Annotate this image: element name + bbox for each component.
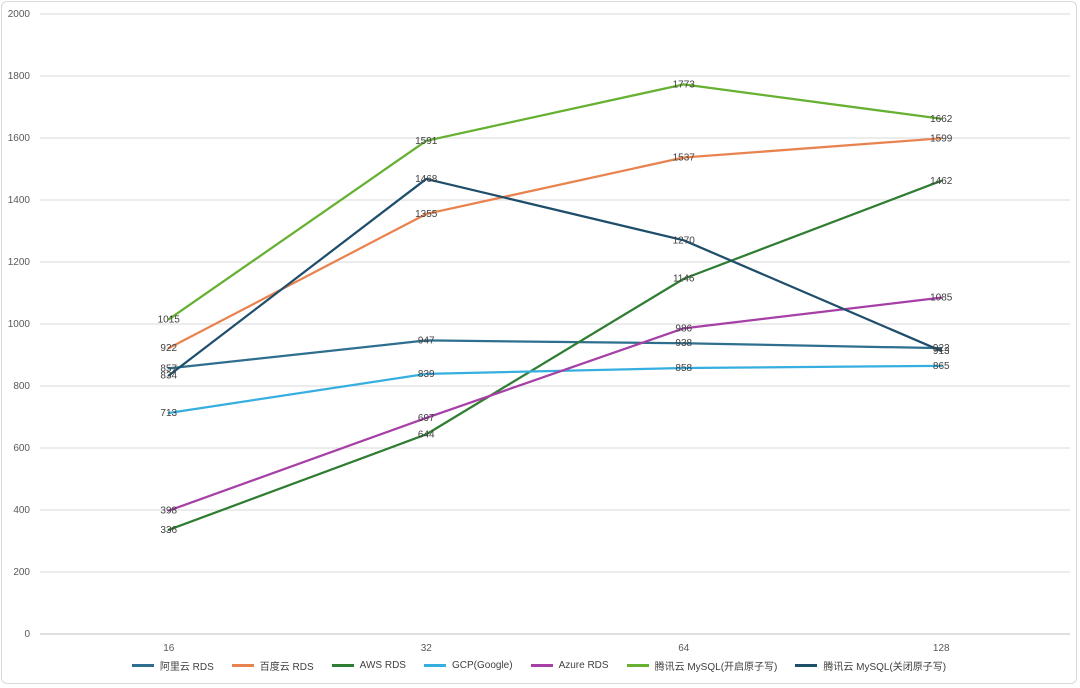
series-line [167, 296, 943, 512]
series-line [167, 137, 943, 350]
data-label: 713 [160, 408, 177, 419]
series-line [167, 364, 943, 415]
legend-swatch [331, 664, 354, 667]
y-tick-label: 400 [13, 505, 30, 516]
series-line [167, 339, 943, 370]
data-label: 839 [418, 369, 435, 380]
legend-swatch [231, 664, 254, 667]
data-label: 1662 [930, 114, 953, 125]
data-label: 1591 [415, 136, 438, 147]
legend-item: 百度云 RDS [231, 658, 314, 673]
data-label: 865 [933, 361, 950, 372]
y-tick-label: 2000 [8, 9, 31, 20]
data-label: 398 [160, 506, 177, 517]
legend: 阿里云 RDS 百度云 RDS AWS RDS GCP(Google) Azure RD… [2, 658, 1076, 673]
legend-label: GCP(Google) [451, 660, 513, 671]
x-tick-label: 32 [421, 643, 433, 654]
data-label: 1773 [673, 79, 696, 90]
data-label: 1146 [673, 274, 695, 285]
data-label: 697 [418, 413, 435, 424]
legend-item: 腾讯云 MySQL(开启原子写) [626, 658, 778, 673]
data-label: 922 [933, 343, 950, 354]
x-tick-label: 16 [163, 643, 175, 654]
legend-label: 腾讯云 MySQL(开启原子写) [654, 662, 778, 673]
y-tick-label: 1000 [8, 319, 31, 330]
data-label: 1015 [158, 314, 181, 325]
data-label: 1355 [415, 209, 438, 220]
data-label: 1085 [930, 293, 953, 304]
y-tick-label: 1400 [8, 195, 31, 206]
legend-label: 百度云 RDS [259, 662, 314, 673]
data-label: 1537 [673, 153, 696, 164]
legend-swatch [423, 664, 446, 667]
data-label: 1599 [930, 133, 953, 144]
data-label: 336 [160, 525, 177, 536]
legend-item: Azure RDS [530, 658, 609, 673]
data-label: 644 [418, 429, 435, 440]
series-line [167, 83, 943, 321]
legend-item: AWS RDS [331, 658, 406, 673]
y-tick-label: 1200 [8, 257, 31, 268]
legend-swatch [530, 664, 553, 667]
y-tick-label: 1800 [8, 71, 31, 82]
legend-item: GCP(Google) [423, 658, 513, 673]
y-tick-label: 800 [13, 381, 30, 392]
x-tick-label: 64 [678, 643, 690, 654]
data-label: 1270 [673, 235, 696, 246]
y-tick-label: 600 [13, 443, 30, 454]
data-label: 1468 [415, 174, 438, 185]
data-label: 922 [160, 343, 177, 354]
legend-label: 阿里云 RDS [159, 662, 214, 673]
legend-swatch [626, 664, 649, 667]
y-tick-label: 0 [24, 629, 30, 640]
data-label: 986 [675, 323, 692, 334]
legend-label: 腾讯云 MySQL(关闭原子写) [823, 662, 947, 673]
data-label: 857 [160, 363, 177, 374]
legend-item: 阿里云 RDS [131, 658, 214, 673]
data-label: 834 [160, 370, 177, 381]
y-tick-label: 1600 [8, 133, 31, 144]
x-tick-label: 128 [933, 643, 950, 654]
series-line [167, 179, 943, 531]
data-label: 913 [933, 346, 950, 357]
data-label: 858 [675, 363, 692, 374]
legend-label: Azure RDS [558, 660, 609, 671]
legend-swatch [131, 664, 154, 667]
legend-item: 腾讯云 MySQL(关闭原子写) [795, 658, 946, 673]
data-label: 1462 [930, 176, 953, 187]
data-label: 947 [418, 335, 435, 346]
legend-swatch [795, 664, 818, 667]
y-tick-label: 200 [13, 567, 30, 578]
data-label: 938 [675, 338, 692, 349]
legend-label: AWS RDS [359, 660, 406, 671]
series-line [167, 177, 943, 377]
